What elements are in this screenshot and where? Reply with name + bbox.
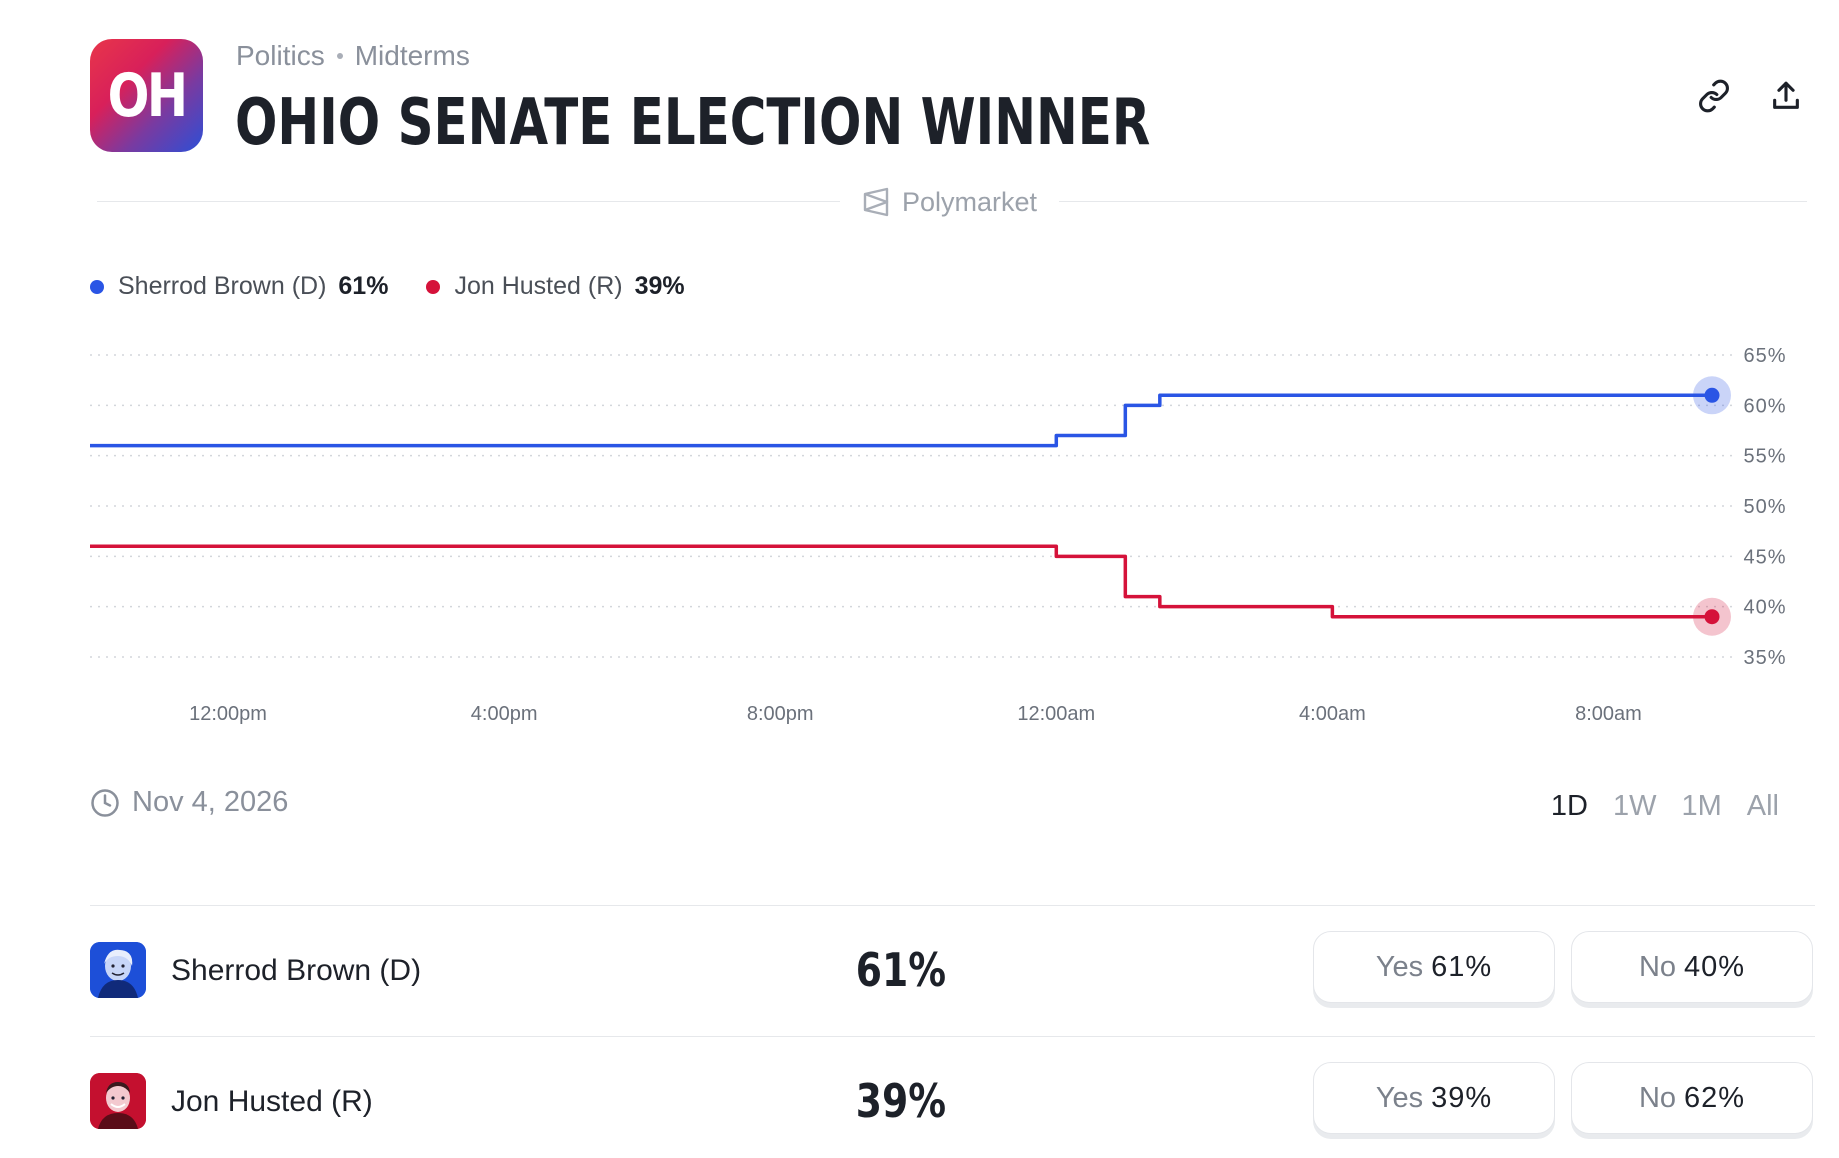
legend-swatch-brown [90, 279, 104, 294]
avatar-husted [90, 1073, 146, 1129]
copy-link-button[interactable] [1692, 74, 1736, 118]
endpoint-marker [1704, 387, 1720, 403]
range-all[interactable]: All [1746, 790, 1779, 822]
y-tick-label: 50% [1743, 496, 1786, 518]
chart-date-text: Nov 4, 2026 [132, 786, 289, 818]
series-line-brown [90, 393, 1712, 448]
time-range-selector: 1D 1W 1M All [1551, 790, 1779, 823]
price-history-chart[interactable]: 65% 60% 55% 50% 45% 40% 35% 12:00pm 4:00pm 8:00pm… [0, 330, 1839, 730]
y-tick-label: 55% [1743, 446, 1786, 468]
endpoint-marker [1704, 609, 1720, 625]
polymarket-logo-icon [863, 187, 889, 217]
avatar-brown [90, 942, 146, 998]
buy-no-price: 62% [1684, 1081, 1746, 1114]
legend-item-brown: Sherrod Brown (D) 61% [90, 272, 388, 301]
x-tick-label: 12:00pm [189, 703, 267, 725]
x-tick-label: 8:00am [1575, 703, 1642, 725]
y-tick-label: 60% [1743, 395, 1786, 417]
outcome-name: Jon Husted (R) [171, 1085, 373, 1118]
outcome-probability: 39% [855, 1074, 946, 1128]
breadcrumb-separator [336, 53, 343, 59]
buy-no-label: No [1638, 1081, 1677, 1114]
y-tick-label: 40% [1743, 597, 1786, 619]
buy-no-label: No [1638, 950, 1677, 983]
candidate-photo-icon [90, 942, 146, 998]
y-tick-label: 65% [1743, 345, 1786, 367]
buy-yes-label: Yes [1375, 950, 1424, 983]
page-title: OHIO SENATE ELECTION WINNER [235, 86, 1151, 160]
buy-yes-label: Yes [1375, 1081, 1424, 1114]
legend-value: 39% [634, 272, 685, 300]
buy-no-button[interactable]: No 40% [1571, 931, 1813, 1003]
row-divider [90, 1036, 1815, 1037]
market-logo: OH [90, 39, 203, 152]
series-line-husted [90, 544, 1712, 619]
range-1d[interactable]: 1D [1550, 790, 1588, 822]
x-tick-label: 4:00pm [471, 703, 538, 725]
upload-share-icon [1773, 81, 1799, 109]
polymarket-brand-text: Polymarket [902, 186, 1038, 217]
legend-value: 61% [338, 272, 389, 300]
row-divider [90, 905, 1815, 906]
outcome-name: Sherrod Brown (D) [171, 954, 422, 987]
buy-yes-price: 61% [1431, 950, 1493, 983]
chart-legend: Sherrod Brown (D) 61% Jon Husted (R) 39% [90, 272, 723, 301]
breadcrumb-politics[interactable]: Politics [236, 40, 325, 71]
range-1m[interactable]: 1M [1681, 790, 1722, 822]
x-tick-label: 4:00am [1299, 703, 1366, 725]
legend-label: Sherrod Brown (D) [118, 272, 327, 300]
breadcrumb-midterms[interactable]: Midterms [354, 40, 470, 71]
link-icon [1699, 79, 1729, 113]
legend-swatch-husted [426, 279, 441, 294]
candidate-photo-icon [90, 1073, 146, 1129]
breadcrumb: Politics Midterms [236, 40, 470, 72]
share-button[interactable] [1764, 74, 1808, 118]
y-tick-label: 45% [1743, 546, 1786, 568]
legend-label: Jon Husted (R) [454, 272, 623, 300]
buy-no-price: 40% [1684, 950, 1746, 983]
buy-yes-price: 39% [1431, 1081, 1493, 1114]
buy-yes-button[interactable]: Yes 39% [1313, 1062, 1555, 1134]
outcome-probability: 61% [855, 943, 946, 997]
buy-yes-button[interactable]: Yes 61% [1313, 931, 1555, 1003]
range-1w[interactable]: 1W [1612, 790, 1657, 822]
x-tick-label: 12:00am [1017, 703, 1095, 725]
polymarket-watermark: Polymarket [840, 186, 1060, 218]
buy-no-button[interactable]: No 62% [1571, 1062, 1813, 1134]
y-tick-label: 35% [1743, 647, 1786, 669]
logo-text: OH [107, 60, 188, 131]
chart-date: Nov 4, 2026 [90, 786, 288, 819]
clock-icon [91, 788, 119, 817]
legend-item-husted: Jon Husted (R) 39% [426, 272, 685, 301]
x-tick-label: 8:00pm [747, 703, 814, 725]
